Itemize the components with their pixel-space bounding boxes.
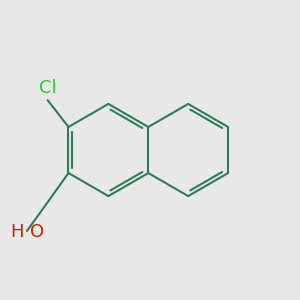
Text: O: O xyxy=(30,224,44,242)
Text: H: H xyxy=(11,224,24,242)
Text: Cl: Cl xyxy=(39,79,56,97)
